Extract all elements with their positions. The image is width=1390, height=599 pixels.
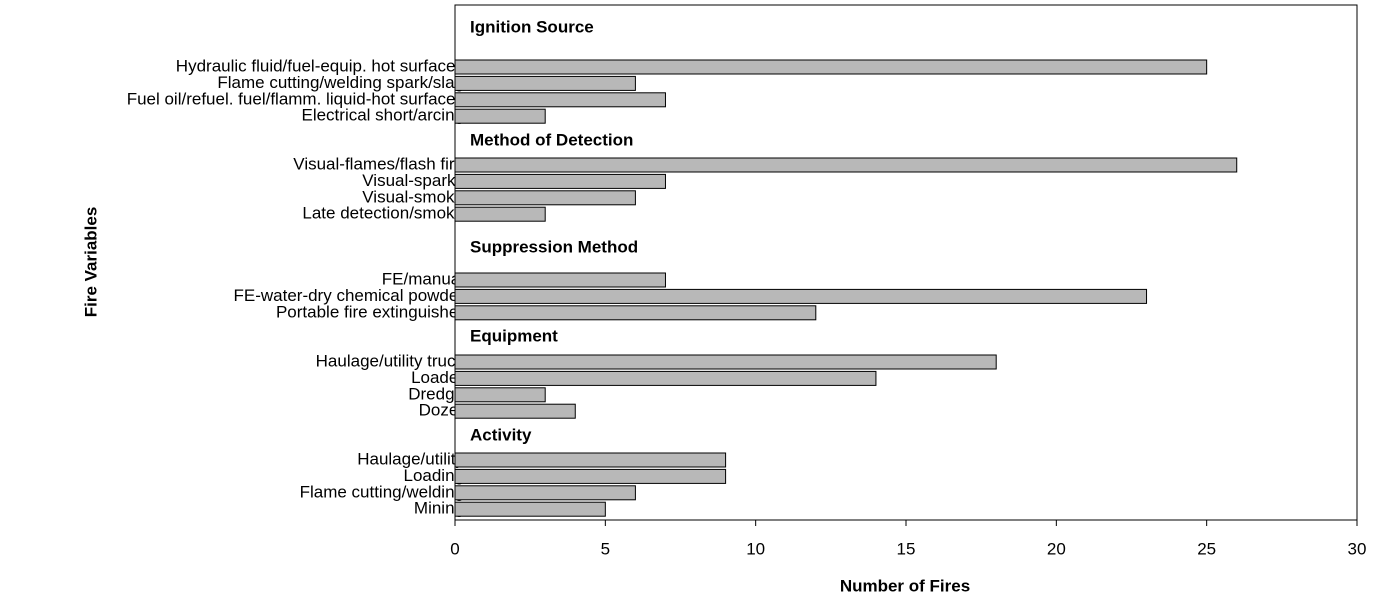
bar [454,75,636,91]
bar [454,452,727,468]
x-tick-label: 30 [1348,539,1367,558]
y-tick-label: FE-water-dry chemical powder [233,286,464,305]
y-tick-label: Visual-flames/flash fire [293,154,464,173]
y-tick-label: Haulage/utility truck [316,351,465,370]
bar [454,387,546,403]
bar [454,272,666,288]
y-tick-label: Dozer [419,401,465,420]
bar [454,59,1208,75]
y-tick-label: Late detection/smoke [302,204,464,223]
group-heading: Equipment [470,326,558,345]
bar [454,157,1238,173]
x-tick-label: 5 [601,539,610,558]
bar [454,501,606,517]
x-tick-label: 20 [1047,539,1066,558]
bar [454,206,546,222]
y-tick-label: Haulage/utility [357,449,464,468]
y-tick-label: Flame cutting/welding [300,482,464,501]
x-tick-label: 10 [746,539,765,558]
y-tick-label: FE/manual [382,269,464,288]
y-axis-label: Fire Variables [81,207,100,318]
bar [454,305,817,321]
bar [454,370,877,386]
x-tick-label: 15 [897,539,916,558]
group-heading: Method of Detection [470,130,633,149]
y-tick-label: Hydraulic fluid/fuel-equip. hot surfaces [176,56,464,75]
x-tick-label: 25 [1197,539,1216,558]
bar [454,92,666,108]
bar [454,190,636,206]
group-heading: Ignition Source [470,17,594,36]
bar [454,288,1148,304]
bar [454,468,727,484]
x-axis-label: Number of Fires [840,576,970,595]
y-tick-label: Visual-smoke [362,187,464,206]
y-tick-label: Loader [411,368,464,387]
bar [454,354,997,370]
group-heading: Activity [470,425,532,444]
bar [454,403,576,419]
y-tick-label: Loading [403,466,464,485]
y-tick-label: Visual-sparks [362,171,464,190]
bar [454,173,666,189]
y-tick-label: Flame cutting/welding spark/slag [217,73,464,92]
group-heading: Suppression Method [470,237,638,256]
bar [454,108,546,124]
y-tick-label: Electrical short/arcing [301,106,464,125]
bar [454,485,636,501]
x-tick-label: 0 [450,539,459,558]
y-tick-label: Portable fire extinguisher [276,302,464,321]
y-tick-label: Dredge [408,384,464,403]
y-tick-label: Fuel oil/refuel. fuel/flamm. liquid-hot … [127,89,464,108]
y-tick-label: Mining [414,499,464,518]
